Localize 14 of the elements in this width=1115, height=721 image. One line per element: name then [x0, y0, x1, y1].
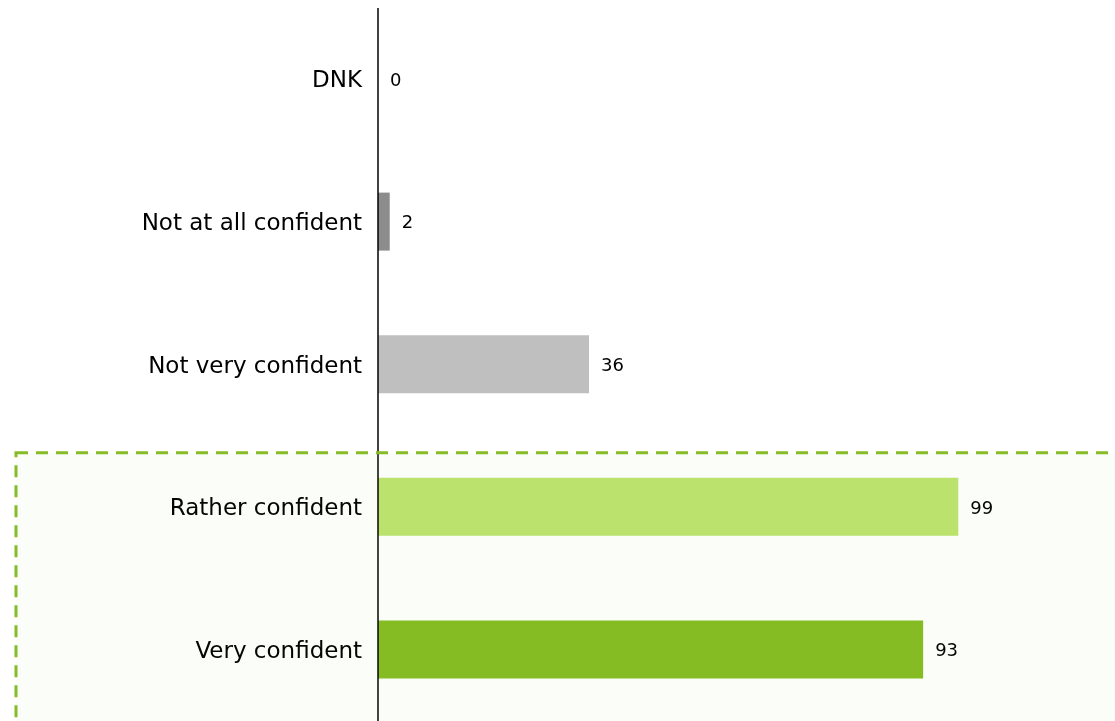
bar [378, 477, 959, 536]
y-tick-label: Not very confident [148, 351, 362, 378]
bar [378, 620, 924, 679]
y-tick-label: Not at all confident [141, 209, 362, 236]
y-tick-label: Very confident [195, 636, 362, 663]
data-label: 0 [390, 68, 402, 90]
data-label: 2 [401, 211, 414, 233]
bar [378, 335, 590, 394]
data-label: 36 [601, 354, 624, 375]
data-label: 99 [970, 496, 994, 518]
bar [378, 192, 390, 251]
y-tick-label: Rather confident [169, 494, 362, 521]
y-tick-label: DNK [312, 66, 363, 93]
data-label: 93 [935, 639, 959, 661]
